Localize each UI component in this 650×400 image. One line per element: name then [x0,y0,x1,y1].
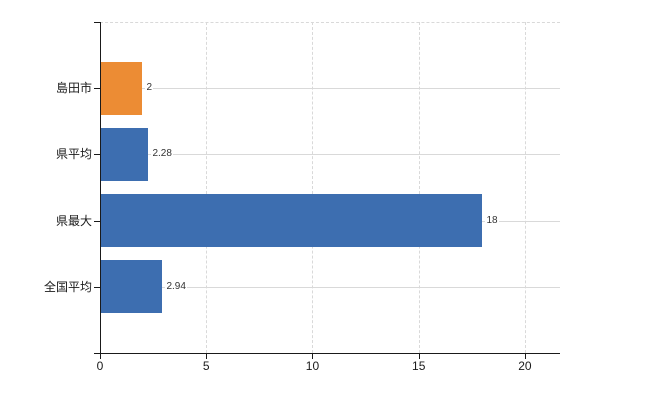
plot-top-border [100,22,560,23]
value-label: 2.94 [165,280,187,293]
x-tick-label: 10 [305,359,320,373]
value-label: 2 [145,82,154,95]
row-gridline [100,154,560,156]
y-axis-tick [94,88,100,90]
x-tick-label: 5 [202,359,210,373]
y-axis-tick [94,220,100,222]
value-label: 18 [485,214,499,227]
category-label: 島田市 [55,81,92,96]
vertical-gridline [206,22,208,353]
x-axis-tick [524,353,526,359]
y-axis-line [100,22,101,353]
x-tick-label: 0 [96,359,104,373]
x-axis-tick [312,353,314,359]
y-axis-tick [94,286,100,288]
vertical-gridline [418,22,420,353]
vertical-gridline [312,22,314,353]
x-axis-tick [100,353,101,359]
x-tick-label: 15 [412,359,426,373]
bar [100,260,163,314]
category-label: 全国平均 [43,279,92,294]
row-gridline [100,286,560,288]
x-axis-tick [206,353,208,359]
y-axis-top-tick [94,22,100,23]
y-axis-tick [94,154,100,156]
bar [100,61,143,115]
category-label: 県最大 [55,213,92,228]
bar [100,127,149,181]
x-axis-tick [418,353,420,359]
vertical-gridline [524,22,526,353]
plot-area: 2 2.28 18 2.94 [100,22,560,353]
value-label: 2.28 [151,148,173,161]
bar [100,194,483,248]
category-label: 県平均 [55,147,92,162]
x-axis-line [94,353,560,354]
x-tick-label: 20 [518,359,532,373]
row-gridline [100,88,560,90]
